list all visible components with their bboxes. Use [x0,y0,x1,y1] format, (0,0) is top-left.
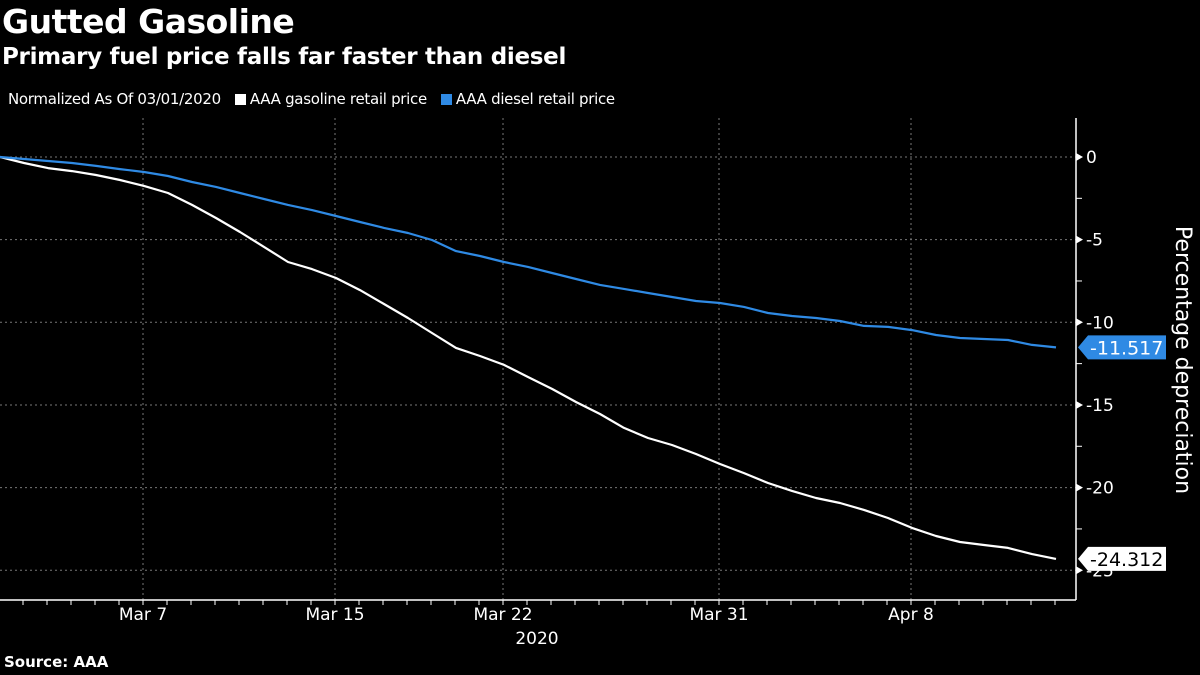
gasoline-line [0,155,1057,560]
legend-item-diesel: AAA diesel retail price [440,90,615,108]
legend-item-gasoline: AAA gasoline retail price [234,90,427,108]
y-tick-label: -5 [1086,231,1103,251]
source-note: Source: AAA [4,653,109,671]
x-tick-label: Mar 7 [119,605,167,625]
chart-title: Gutted Gasoline [2,2,295,41]
y-tick-label: -15 [1086,396,1114,416]
y-tick-marker [1076,566,1083,575]
x-tick-label: Mar 15 [305,605,364,625]
y-tick-label: 0 [1086,148,1097,168]
y-tick-marker [1076,153,1083,161]
legend-swatch-diesel [440,93,452,105]
y-tick-marker [1076,318,1083,327]
gasoline-last-value-badge [1078,546,1166,571]
legend-swatch-gasoline [234,93,246,105]
y-tick-marker [1076,400,1083,409]
diesel-line [0,155,1057,349]
y-tick-label: -20 [1086,479,1114,499]
legend-label-gasoline: AAA gasoline retail price [249,90,427,108]
y-tick-label: -10 [1086,313,1114,333]
legend-note: Normalized As Of 03/01/2020 [8,90,221,108]
x-tick-label: Mar 31 [689,605,748,625]
x-tick-label: Apr 8 [888,605,934,625]
legend: Normalized As Of 03/01/2020 AAA gasoline… [8,90,615,108]
y-axis-label: Percentage depreciation [1170,226,1195,494]
x-tick-label: Mar 22 [473,605,532,625]
gasoline-last-value-label: -24.312 [1090,549,1163,571]
x-axis-year-label: 2020 [515,629,558,649]
diesel-last-value-label: -11.517 [1090,337,1163,359]
legend-label-diesel: AAA diesel retail price [455,90,615,108]
diesel-last-value-badge [1078,335,1166,360]
y-tick-marker [1076,235,1083,244]
y-tick-marker [1076,483,1083,492]
chart-subtitle: Primary fuel price falls far faster than… [2,44,567,70]
